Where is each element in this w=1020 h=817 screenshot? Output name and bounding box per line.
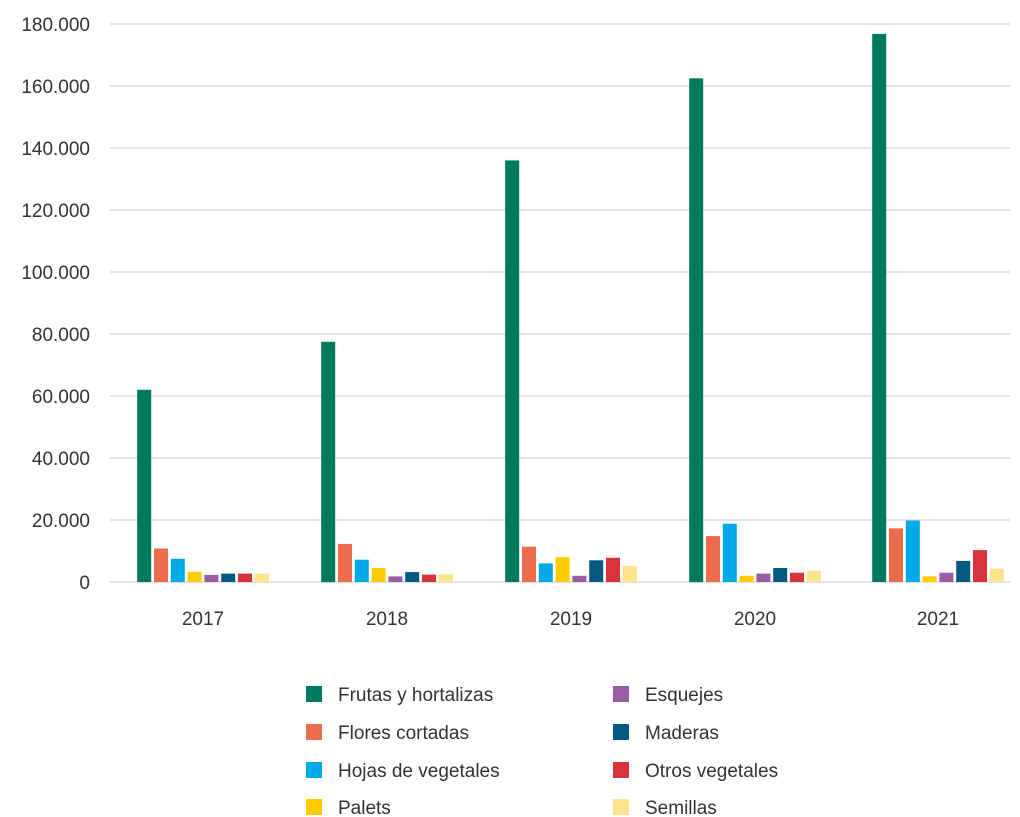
y-tick-label: 180.000 — [21, 15, 90, 36]
bar — [790, 572, 804, 582]
x-tick-label: 2020 — [734, 609, 776, 630]
legend-label: Esquejes — [645, 685, 723, 706]
y-tick-label: 120.000 — [21, 201, 90, 222]
x-tick-label: 2019 — [550, 609, 592, 630]
legend-label: Maderas — [645, 723, 719, 744]
y-tick-label: 100.000 — [21, 263, 90, 284]
bar — [154, 548, 168, 582]
bar — [438, 574, 453, 583]
legend-swatch — [306, 724, 322, 740]
legend-swatch — [306, 686, 322, 702]
bar — [922, 576, 937, 582]
bar — [422, 574, 436, 582]
legend-swatch — [613, 799, 629, 815]
bar — [689, 78, 704, 583]
y-tick-label: 40.000 — [32, 449, 90, 470]
legend-swatch — [306, 762, 322, 778]
bar — [538, 563, 553, 582]
bar — [889, 528, 903, 582]
y-tick-label: 80.000 — [32, 325, 90, 346]
legend-swatch — [613, 762, 629, 778]
bar — [555, 557, 570, 582]
bar — [338, 543, 352, 582]
bar — [522, 546, 536, 582]
bar — [773, 568, 788, 582]
y-tick-label: 160.000 — [21, 77, 90, 98]
legend-swatch — [613, 724, 629, 740]
bar — [371, 568, 386, 582]
bar — [221, 573, 236, 582]
bar — [572, 575, 587, 582]
bar — [321, 341, 336, 583]
x-tick-label: 2017 — [182, 609, 224, 630]
legend-label: Semillas — [645, 798, 717, 817]
y-tick-label: 60.000 — [32, 387, 90, 408]
bar — [254, 573, 269, 582]
bar — [956, 560, 971, 582]
legend-swatch — [613, 686, 629, 702]
legend-label: Frutas y hortalizas — [338, 685, 493, 706]
bar — [706, 536, 720, 582]
bar — [989, 568, 1004, 582]
bar — [187, 571, 202, 582]
bar — [589, 560, 604, 582]
bar — [939, 572, 954, 582]
bar — [388, 576, 403, 582]
y-tick-label: 0 — [79, 573, 90, 594]
bar — [354, 559, 369, 582]
bar — [722, 523, 737, 582]
bar — [505, 160, 520, 582]
bar — [204, 574, 219, 582]
legend-label: Flores cortadas — [338, 723, 469, 744]
legend-label: Palets — [338, 798, 391, 817]
legend-label: Hojas de vegetales — [338, 761, 500, 782]
bar — [622, 565, 637, 582]
bar — [238, 573, 252, 582]
y-tick-label: 20.000 — [32, 511, 90, 532]
bar — [756, 573, 771, 582]
y-tick-label: 140.000 — [21, 139, 90, 160]
bar — [170, 558, 185, 583]
bar — [137, 389, 152, 582]
bar — [739, 575, 754, 582]
x-tick-label: 2021 — [917, 609, 959, 630]
bar — [905, 520, 920, 582]
bar — [973, 550, 987, 582]
x-tick-label: 2018 — [366, 609, 408, 630]
bar — [606, 557, 620, 582]
legend-swatch — [306, 799, 322, 815]
bar — [405, 572, 420, 582]
legend-label: Otros vegetales — [645, 761, 778, 782]
bar — [872, 33, 887, 582]
bar — [806, 570, 821, 582]
